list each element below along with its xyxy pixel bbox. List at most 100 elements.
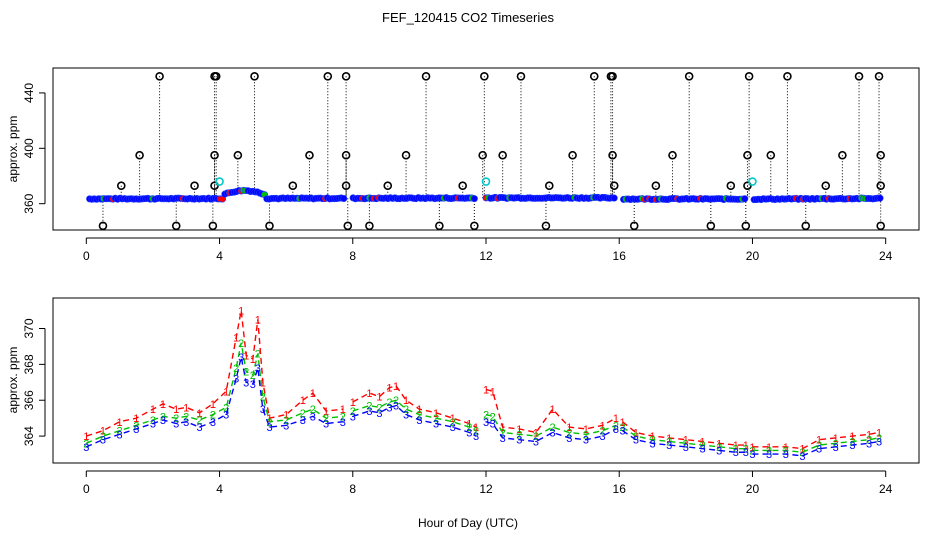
flagged-point — [250, 72, 259, 81]
series-1-marker: 1 — [416, 404, 422, 416]
series-2-marker: 2 — [619, 422, 625, 434]
flagged-point — [668, 150, 677, 160]
series-1-marker: 1 — [150, 404, 156, 416]
series-2-marker: 2 — [243, 367, 249, 379]
series-2-marker: 2 — [743, 444, 749, 456]
series-1-marker: 1 — [183, 402, 189, 414]
series-3-marker: 3 — [619, 426, 625, 438]
flagged-point — [435, 221, 444, 231]
series-1-marker: 1 — [210, 399, 216, 411]
flagged-point — [608, 72, 617, 81]
series-3-marker: 3 — [743, 447, 749, 459]
flagged-point — [651, 181, 661, 190]
series-3-marker: 3 — [833, 442, 839, 454]
flagged-point — [155, 72, 164, 81]
flagged-point — [706, 221, 716, 231]
series-2-marker: 2 — [160, 411, 166, 423]
top-x-tick-label: 16 — [613, 249, 627, 263]
series-2-marker: 2 — [183, 411, 189, 423]
series-2-marker: 2 — [266, 417, 272, 429]
series-1-marker: 1 — [600, 420, 606, 432]
series-3-marker: 3 — [716, 445, 722, 457]
bottom-x-tick-label: 4 — [216, 482, 223, 496]
series-1-marker: 1 — [238, 306, 244, 318]
series-2-line — [622, 426, 746, 450]
series-3-marker: 3 — [100, 435, 106, 447]
series-3-marker: 3 — [583, 435, 589, 447]
series-2-line — [485, 413, 617, 437]
series-1-line — [622, 421, 746, 446]
series-2-marker: 2 — [133, 420, 139, 432]
series-2-marker: 2 — [566, 428, 572, 440]
series-1-marker: 1 — [749, 442, 755, 454]
series-2-marker: 2 — [210, 410, 216, 422]
series-2-marker: 2 — [749, 445, 755, 457]
flagged-point — [876, 181, 885, 190]
series-2-marker: 2 — [350, 406, 356, 418]
series-3-marker: 3 — [683, 442, 689, 454]
series-2-marker: 2 — [250, 370, 256, 382]
flagged-point — [233, 150, 243, 160]
flagged-point — [876, 150, 885, 160]
series-1-marker: 1 — [255, 315, 261, 327]
series-1-marker: 1 — [196, 408, 202, 420]
flagged-point — [748, 177, 757, 186]
series-2-marker: 2 — [699, 440, 705, 452]
flagged-point — [516, 72, 526, 81]
series-2-marker: 2 — [716, 442, 722, 454]
series-3-marker: 3 — [243, 377, 249, 389]
top-dotted-lines — [102, 76, 882, 226]
series-2-marker: 2 — [416, 410, 422, 422]
series-3-marker: 3 — [266, 422, 272, 434]
series-3-marker: 3 — [376, 408, 382, 420]
series-1-marker: 1 — [716, 438, 722, 450]
top-x-tick-label: 12 — [479, 249, 493, 263]
top-x-tick-label: 0 — [83, 249, 90, 263]
series-3-marker: 3 — [350, 411, 356, 423]
series-3-marker: 3 — [233, 374, 239, 386]
flagged-point — [744, 72, 754, 81]
series-2-marker: 2 — [533, 431, 539, 443]
flagged-point — [726, 181, 736, 190]
series-3-marker: 3 — [340, 417, 346, 429]
flagged-point — [743, 181, 752, 190]
flagged-point — [401, 150, 411, 160]
series-3-marker: 3 — [490, 419, 496, 431]
flagged-point — [874, 72, 884, 81]
series-1-marker: 1 — [403, 395, 409, 407]
series-3-marker: 3 — [83, 442, 89, 454]
series-1-line — [86, 310, 343, 437]
bottom-x-axis: 0 4 8 12 16 20 24 — [83, 470, 893, 496]
flagged-point — [544, 181, 554, 190]
series-2-marker: 2 — [733, 444, 739, 456]
series-3-marker: 3 — [450, 422, 456, 434]
series-1-marker: 1 — [699, 436, 705, 448]
flagged-point — [608, 150, 617, 160]
bottom-x-tick-label: 12 — [479, 482, 493, 496]
series-2-marker: 2 — [376, 402, 382, 414]
series-1-marker: 1 — [466, 419, 472, 431]
series-1-marker: 1 — [633, 428, 639, 440]
series-2-marker: 2 — [849, 436, 855, 448]
flagged-point — [171, 221, 181, 231]
series-1-marker: 1 — [649, 431, 655, 443]
flagged-point — [480, 72, 489, 81]
top-y-axis: 360 400 440 — [22, 83, 46, 214]
series-2-marker: 2 — [196, 415, 202, 427]
series-1-marker: 1 — [300, 395, 306, 407]
flagged-point — [478, 150, 487, 160]
series-3-line — [752, 440, 880, 457]
flagged-point — [383, 181, 393, 190]
series-2-marker: 2 — [633, 431, 639, 443]
series-3-marker: 3 — [699, 444, 705, 456]
series-1-marker: 1 — [393, 381, 399, 393]
series-2-marker: 2 — [516, 429, 522, 441]
measurement-point — [470, 195, 478, 203]
flagged-point — [288, 181, 298, 190]
flagged-point — [98, 221, 108, 231]
flagged-point — [498, 150, 507, 160]
series-2-marker: 2 — [816, 440, 822, 452]
top-y-tick-label: 440 — [22, 83, 36, 103]
series-2-marker: 2 — [473, 426, 479, 438]
